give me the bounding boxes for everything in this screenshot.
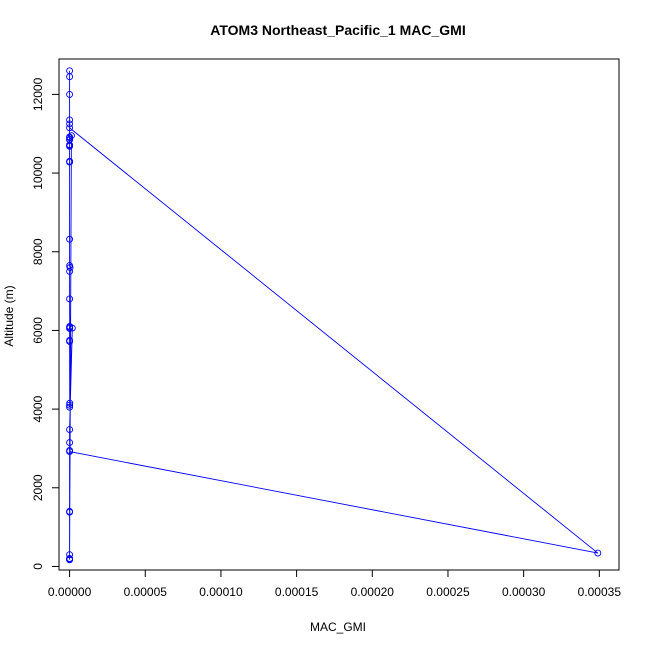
data-point — [66, 403, 74, 411]
data-point — [66, 426, 74, 434]
x-tick-label: 0.00000 — [48, 585, 92, 599]
data-point — [66, 267, 74, 275]
y-tick-label: 4000 — [31, 395, 45, 422]
data-point — [66, 158, 74, 166]
data-point — [66, 295, 74, 303]
y-axis: 0 2000 4000 6000 8000 10000 12000 — [31, 77, 60, 570]
data-point — [66, 120, 74, 128]
chart-title: ATOM3 Northeast_Pacific_1 MAC_GMI — [210, 22, 465, 38]
y-axis-label: Altitude (m) — [2, 285, 16, 346]
data-point — [66, 325, 74, 332]
data-point — [66, 439, 74, 446]
x-tick-label: 0.00035 — [578, 585, 622, 599]
data-point — [66, 142, 74, 150]
data-point — [66, 124, 74, 132]
data-point — [66, 551, 74, 559]
data-point — [66, 448, 74, 456]
x-axis-label: MAC_GMI — [310, 620, 366, 634]
y-tick-label: 0 — [31, 563, 45, 570]
data-point — [66, 508, 74, 516]
x-tick-label: 0.00005 — [124, 585, 168, 599]
data-point — [66, 399, 74, 407]
data-point — [66, 90, 74, 98]
y-tick-label: 8000 — [31, 238, 45, 265]
series-layer — [66, 67, 602, 564]
data-point — [594, 549, 602, 557]
x-tick-label: 0.00020 — [351, 585, 395, 599]
data-point — [66, 73, 74, 81]
x-tick-label: 0.00025 — [426, 585, 470, 599]
x-tick-label: 0.00010 — [199, 585, 243, 599]
x-tick-label: 0.00015 — [275, 585, 319, 599]
data-point — [68, 324, 76, 332]
x-tick-label: 0.00030 — [502, 585, 546, 599]
data-point — [66, 136, 74, 144]
data-point — [66, 556, 74, 564]
y-tick-label: 2000 — [31, 474, 45, 501]
data-point — [66, 401, 74, 409]
data-point — [66, 235, 74, 243]
y-tick-label: 10000 — [31, 156, 45, 190]
data-point — [66, 264, 74, 271]
data-point — [66, 337, 74, 345]
x-axis: 0.00000 0.00005 0.00010 0.00015 0.00020 0.000… — [48, 569, 622, 599]
data-point — [66, 134, 74, 142]
data-point — [66, 116, 74, 124]
y-tick-label: 12000 — [31, 77, 45, 111]
series-line — [69, 70, 599, 560]
y-tick-label: 6000 — [31, 317, 45, 344]
data-point — [67, 132, 75, 140]
